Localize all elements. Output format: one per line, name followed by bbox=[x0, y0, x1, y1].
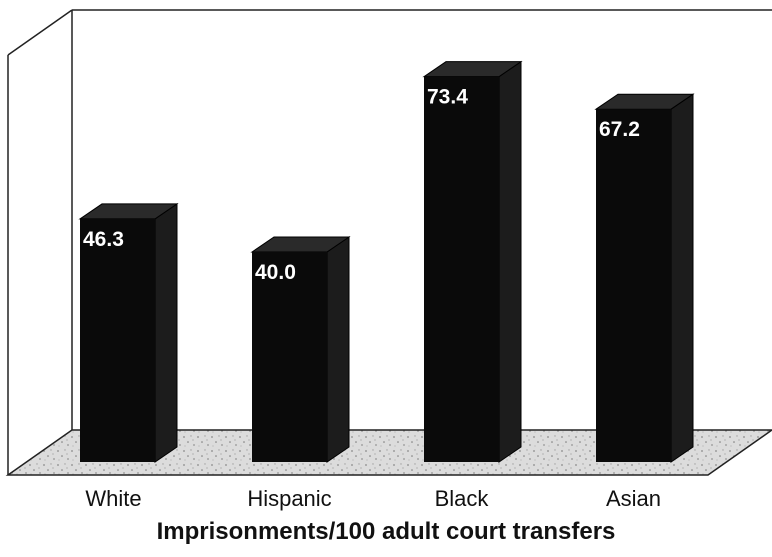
bar-black-front bbox=[424, 76, 499, 463]
bar-white-value-label: 46.3 bbox=[83, 228, 124, 251]
chart-frame bbox=[5, 9, 772, 476]
bar-hispanic-front bbox=[252, 252, 327, 462]
bar-asian-front bbox=[596, 109, 671, 462]
side-wall-top-edge bbox=[7, 9, 73, 56]
x-tick-label-black: Black bbox=[435, 486, 490, 511]
bar-asian: 67.2 bbox=[594, 93, 695, 463]
chart-floor bbox=[5, 429, 772, 476]
bar-black: 73.4 bbox=[422, 60, 523, 463]
bar-white: 46.3 bbox=[78, 202, 179, 463]
x-axis-tick-labels: White Hispanic Black Asian bbox=[85, 486, 661, 511]
x-tick-label-asian: Asian bbox=[606, 486, 661, 511]
bar-black-value-label: 73.4 bbox=[427, 86, 468, 109]
bar-asian-value-label: 67.2 bbox=[599, 118, 640, 141]
bars: 46.3 40.0 73.4 67.2 bbox=[78, 60, 695, 463]
bar-white-front bbox=[80, 218, 155, 462]
bar-asian-side bbox=[670, 93, 694, 463]
bar-hispanic-value-label: 40.0 bbox=[255, 261, 296, 284]
x-tick-label-hispanic: Hispanic bbox=[247, 486, 331, 511]
x-tick-label-white: White bbox=[85, 486, 141, 511]
bar-black-side bbox=[498, 60, 522, 463]
bar-hispanic: 40.0 bbox=[250, 236, 351, 463]
bar-hispanic-side bbox=[326, 236, 350, 463]
x-axis-title: Imprisonments/100 adult court transfers bbox=[156, 518, 616, 545]
bar-white-side bbox=[154, 202, 178, 463]
